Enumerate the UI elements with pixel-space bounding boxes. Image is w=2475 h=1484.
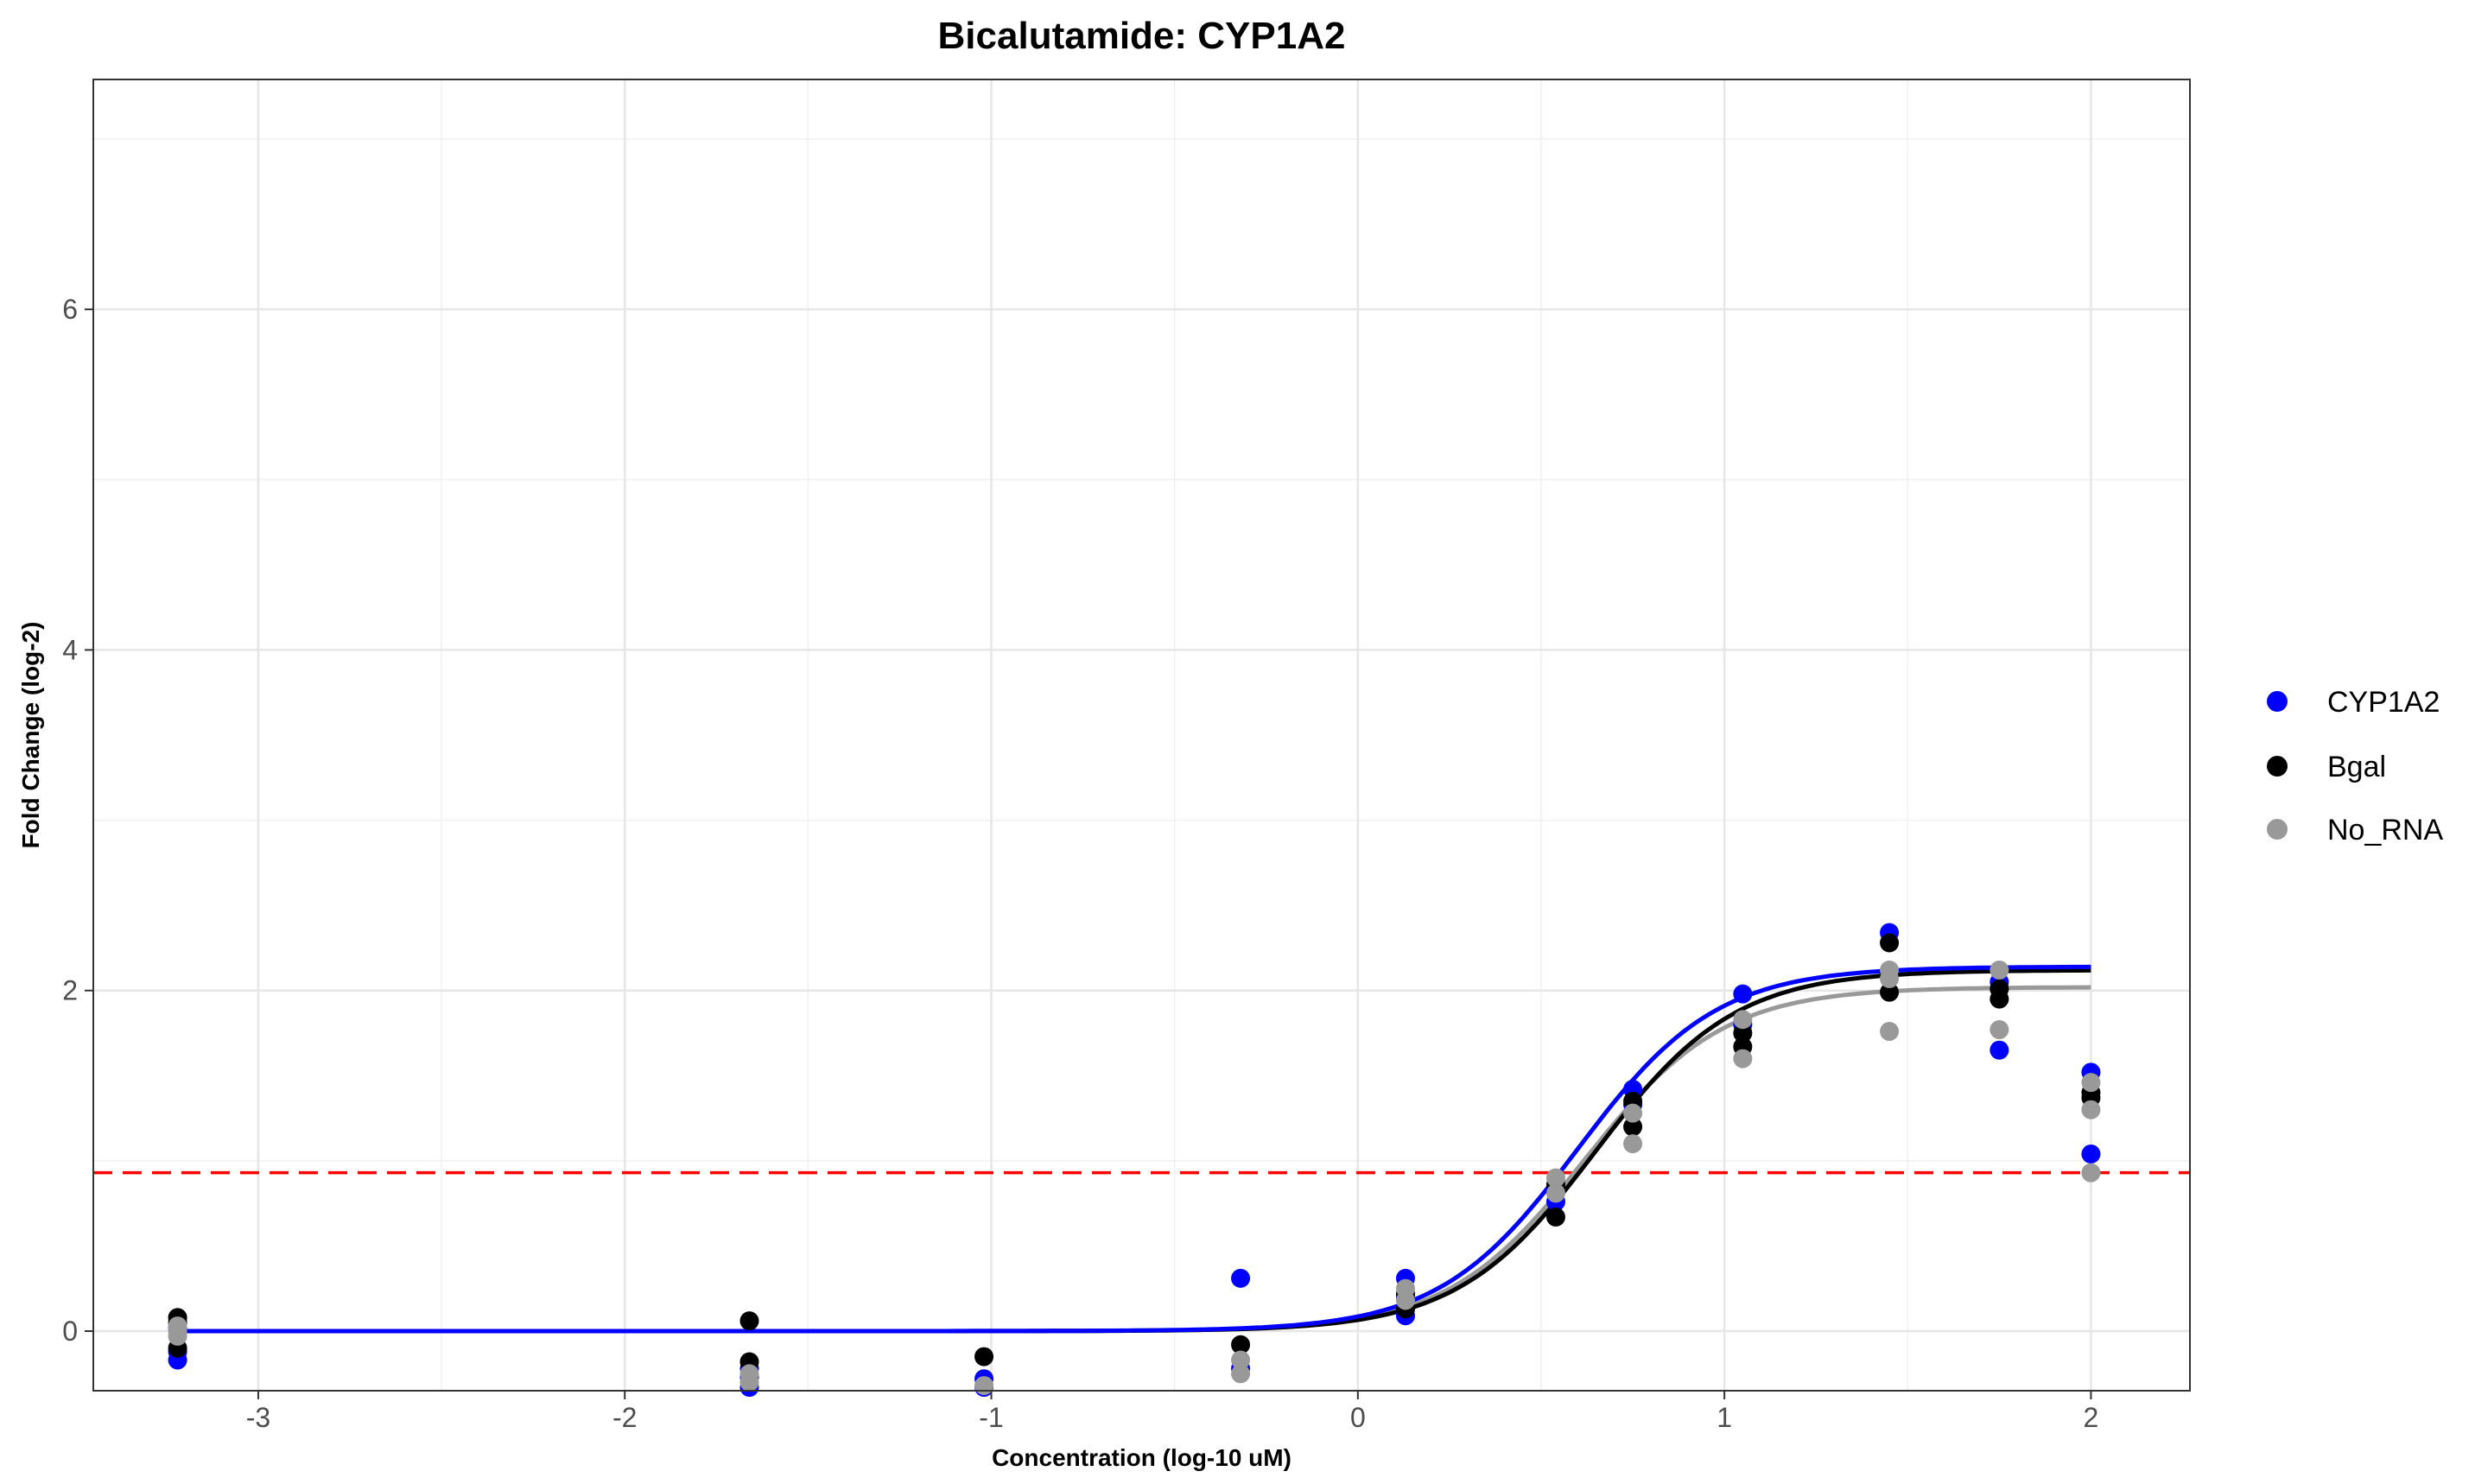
legend-label-cyp1a2: CYP1A2	[2327, 686, 2440, 719]
data-point-bgal	[974, 1347, 994, 1367]
x-tick-label: 0	[1350, 1402, 1366, 1433]
data-point-cyp1a2	[1990, 1040, 2009, 1060]
data-point-bgal	[1231, 1335, 1251, 1354]
data-point-bgal	[1545, 1207, 1565, 1227]
data-point-no_rna	[1733, 1010, 1753, 1030]
data-point-cyp1a2	[1231, 1268, 1251, 1288]
data-point-no_rna	[168, 1322, 187, 1341]
data-point-bgal	[1880, 933, 1900, 953]
x-tick-label: -1	[979, 1402, 1003, 1433]
x-tick-label: -2	[612, 1402, 637, 1433]
data-point-no_rna	[1880, 961, 1900, 980]
data-point-no_rna	[1231, 1350, 1251, 1370]
data-point-no_rna	[2081, 1100, 2101, 1119]
data-point-bgal	[1623, 1117, 1643, 1137]
chart-title: Bicalutamide: CYP1A2	[938, 15, 1346, 57]
data-point-no_rna	[739, 1373, 759, 1392]
x-tick-label: 2	[2084, 1402, 2099, 1433]
y-tick-label: 6	[62, 294, 78, 325]
data-point-no_rna	[1395, 1291, 1415, 1310]
y-tick-label: 2	[62, 975, 78, 1006]
x-tick-label: 1	[1717, 1402, 1732, 1433]
data-point-no_rna	[1733, 1049, 1753, 1069]
data-point-no_rna	[1623, 1134, 1643, 1154]
axis-ticks: -3 -2 -1 0 1 2 0 2 4 6	[62, 294, 2098, 1433]
data-point-bgal	[1880, 982, 1900, 1002]
data-point-cyp1a2	[2081, 1144, 2101, 1164]
y-axis-label: Fold Change (log-2)	[17, 622, 44, 849]
x-axis-label: Concentration (log-10 uM)	[992, 1444, 1291, 1471]
x-tick-label: -3	[246, 1402, 270, 1433]
y-tick-label: 4	[62, 634, 78, 665]
legend-label-bgal: Bgal	[2327, 751, 2386, 783]
data-point-no_rna	[1545, 1168, 1565, 1188]
data-point-bgal	[1990, 979, 2009, 999]
data-point-no_rna	[1990, 1020, 2009, 1040]
data-point-no_rna	[1990, 961, 2009, 980]
legend-key-bgal	[2267, 756, 2288, 777]
data-point-bgal	[1733, 1024, 1753, 1043]
data-point-no_rna	[1231, 1364, 1251, 1384]
data-point-no_rna	[1545, 1183, 1565, 1203]
curve-cyp1a2	[177, 964, 2091, 1334]
data-point-no_rna	[1880, 1022, 1900, 1042]
legend: CYP1A2 Bgal No_RNA	[2267, 686, 2443, 847]
data-point-bgal	[739, 1311, 759, 1331]
legend-key-no_rna	[2267, 819, 2288, 840]
legend-key-cyp1a2	[2267, 691, 2288, 712]
data-point-no_rna	[2081, 1163, 2101, 1183]
data-point-no_rna	[1623, 1103, 1643, 1123]
data-points	[168, 923, 2101, 1398]
panel-border	[92, 79, 2191, 1392]
data-point-no_rna	[2081, 1073, 2101, 1093]
data-point-cyp1a2	[1733, 984, 1753, 1004]
fitted-curves	[177, 964, 2091, 1334]
y-tick-label: 0	[62, 1316, 78, 1347]
legend-label-no_rna: No_RNA	[2327, 814, 2443, 847]
